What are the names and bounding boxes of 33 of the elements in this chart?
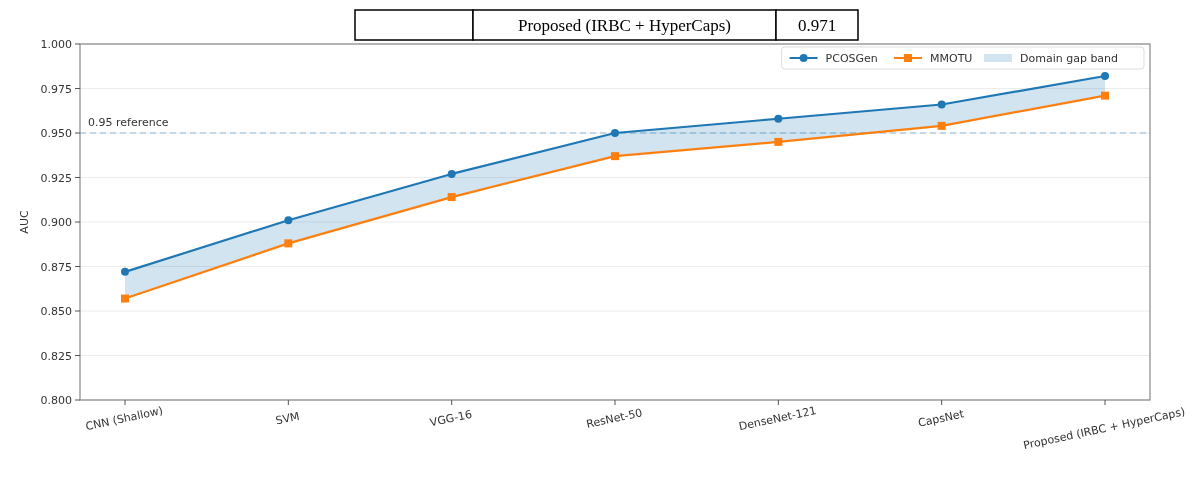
x-tick-label: VGG-16 [428, 407, 474, 430]
point [284, 216, 293, 225]
legend-label: PCOSGen [825, 52, 878, 65]
annotation: Domain gap band [1020, 52, 1119, 65]
point [447, 169, 456, 178]
x-tick-label: SVM [274, 409, 301, 428]
x-tick-label: CapsNet [916, 407, 966, 430]
point [611, 129, 619, 137]
y-tick-label: 0.850 [40, 305, 72, 318]
y-tick-label: 0.900 [40, 216, 72, 229]
point [937, 121, 946, 130]
y-tick-label: 0.950 [40, 127, 72, 140]
y-tick-label: 0.925 [40, 171, 72, 185]
point [774, 114, 783, 123]
text: 0.971 [797, 16, 837, 35]
y-tick-label: 0.825 [40, 349, 72, 363]
point [611, 152, 619, 161]
y-tick-label: 0.800 [40, 394, 72, 407]
point [1101, 91, 1109, 100]
point [121, 267, 129, 276]
point [1101, 72, 1109, 81]
point [284, 239, 293, 248]
point [774, 137, 783, 146]
y-tick-label: 1.000 [40, 38, 72, 51]
y-axis-title: AUC [18, 210, 31, 234]
text: Proposed (IRBC + HyperCaps) [517, 16, 732, 35]
y-tick-label: 0.875 [40, 260, 72, 274]
legend-label: MMOTU [930, 52, 973, 65]
y-tick-label: 0.975 [40, 82, 72, 96]
point [121, 294, 129, 303]
point [937, 100, 946, 109]
point [447, 193, 456, 202]
ref-line-label: 0.95 reference [88, 116, 169, 129]
